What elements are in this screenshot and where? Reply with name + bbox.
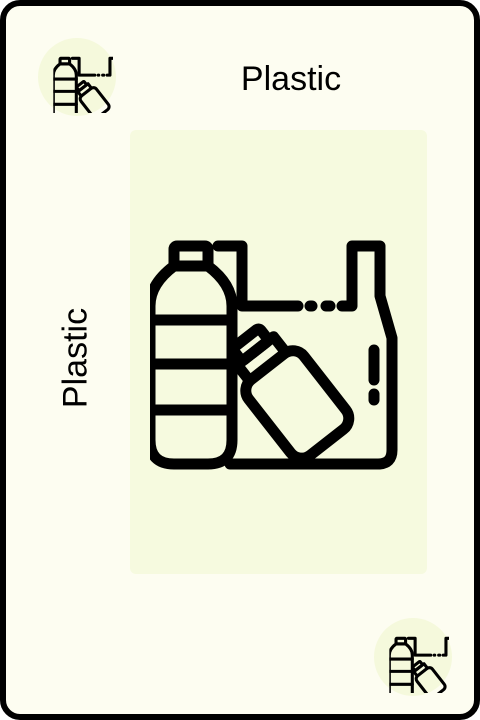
plastic-bottle-bag-icon — [41, 41, 113, 113]
card-artwork-panel — [130, 130, 427, 574]
corner-badge-top-left — [38, 38, 116, 116]
plastic-bottle-bag-icon — [150, 240, 400, 480]
corner-badge-bottom-right — [374, 618, 452, 696]
card-side-label: Plastic — [56, 307, 95, 409]
card-title: Plastic — [240, 60, 342, 98]
plastic-bottle-bag-icon — [377, 621, 449, 693]
